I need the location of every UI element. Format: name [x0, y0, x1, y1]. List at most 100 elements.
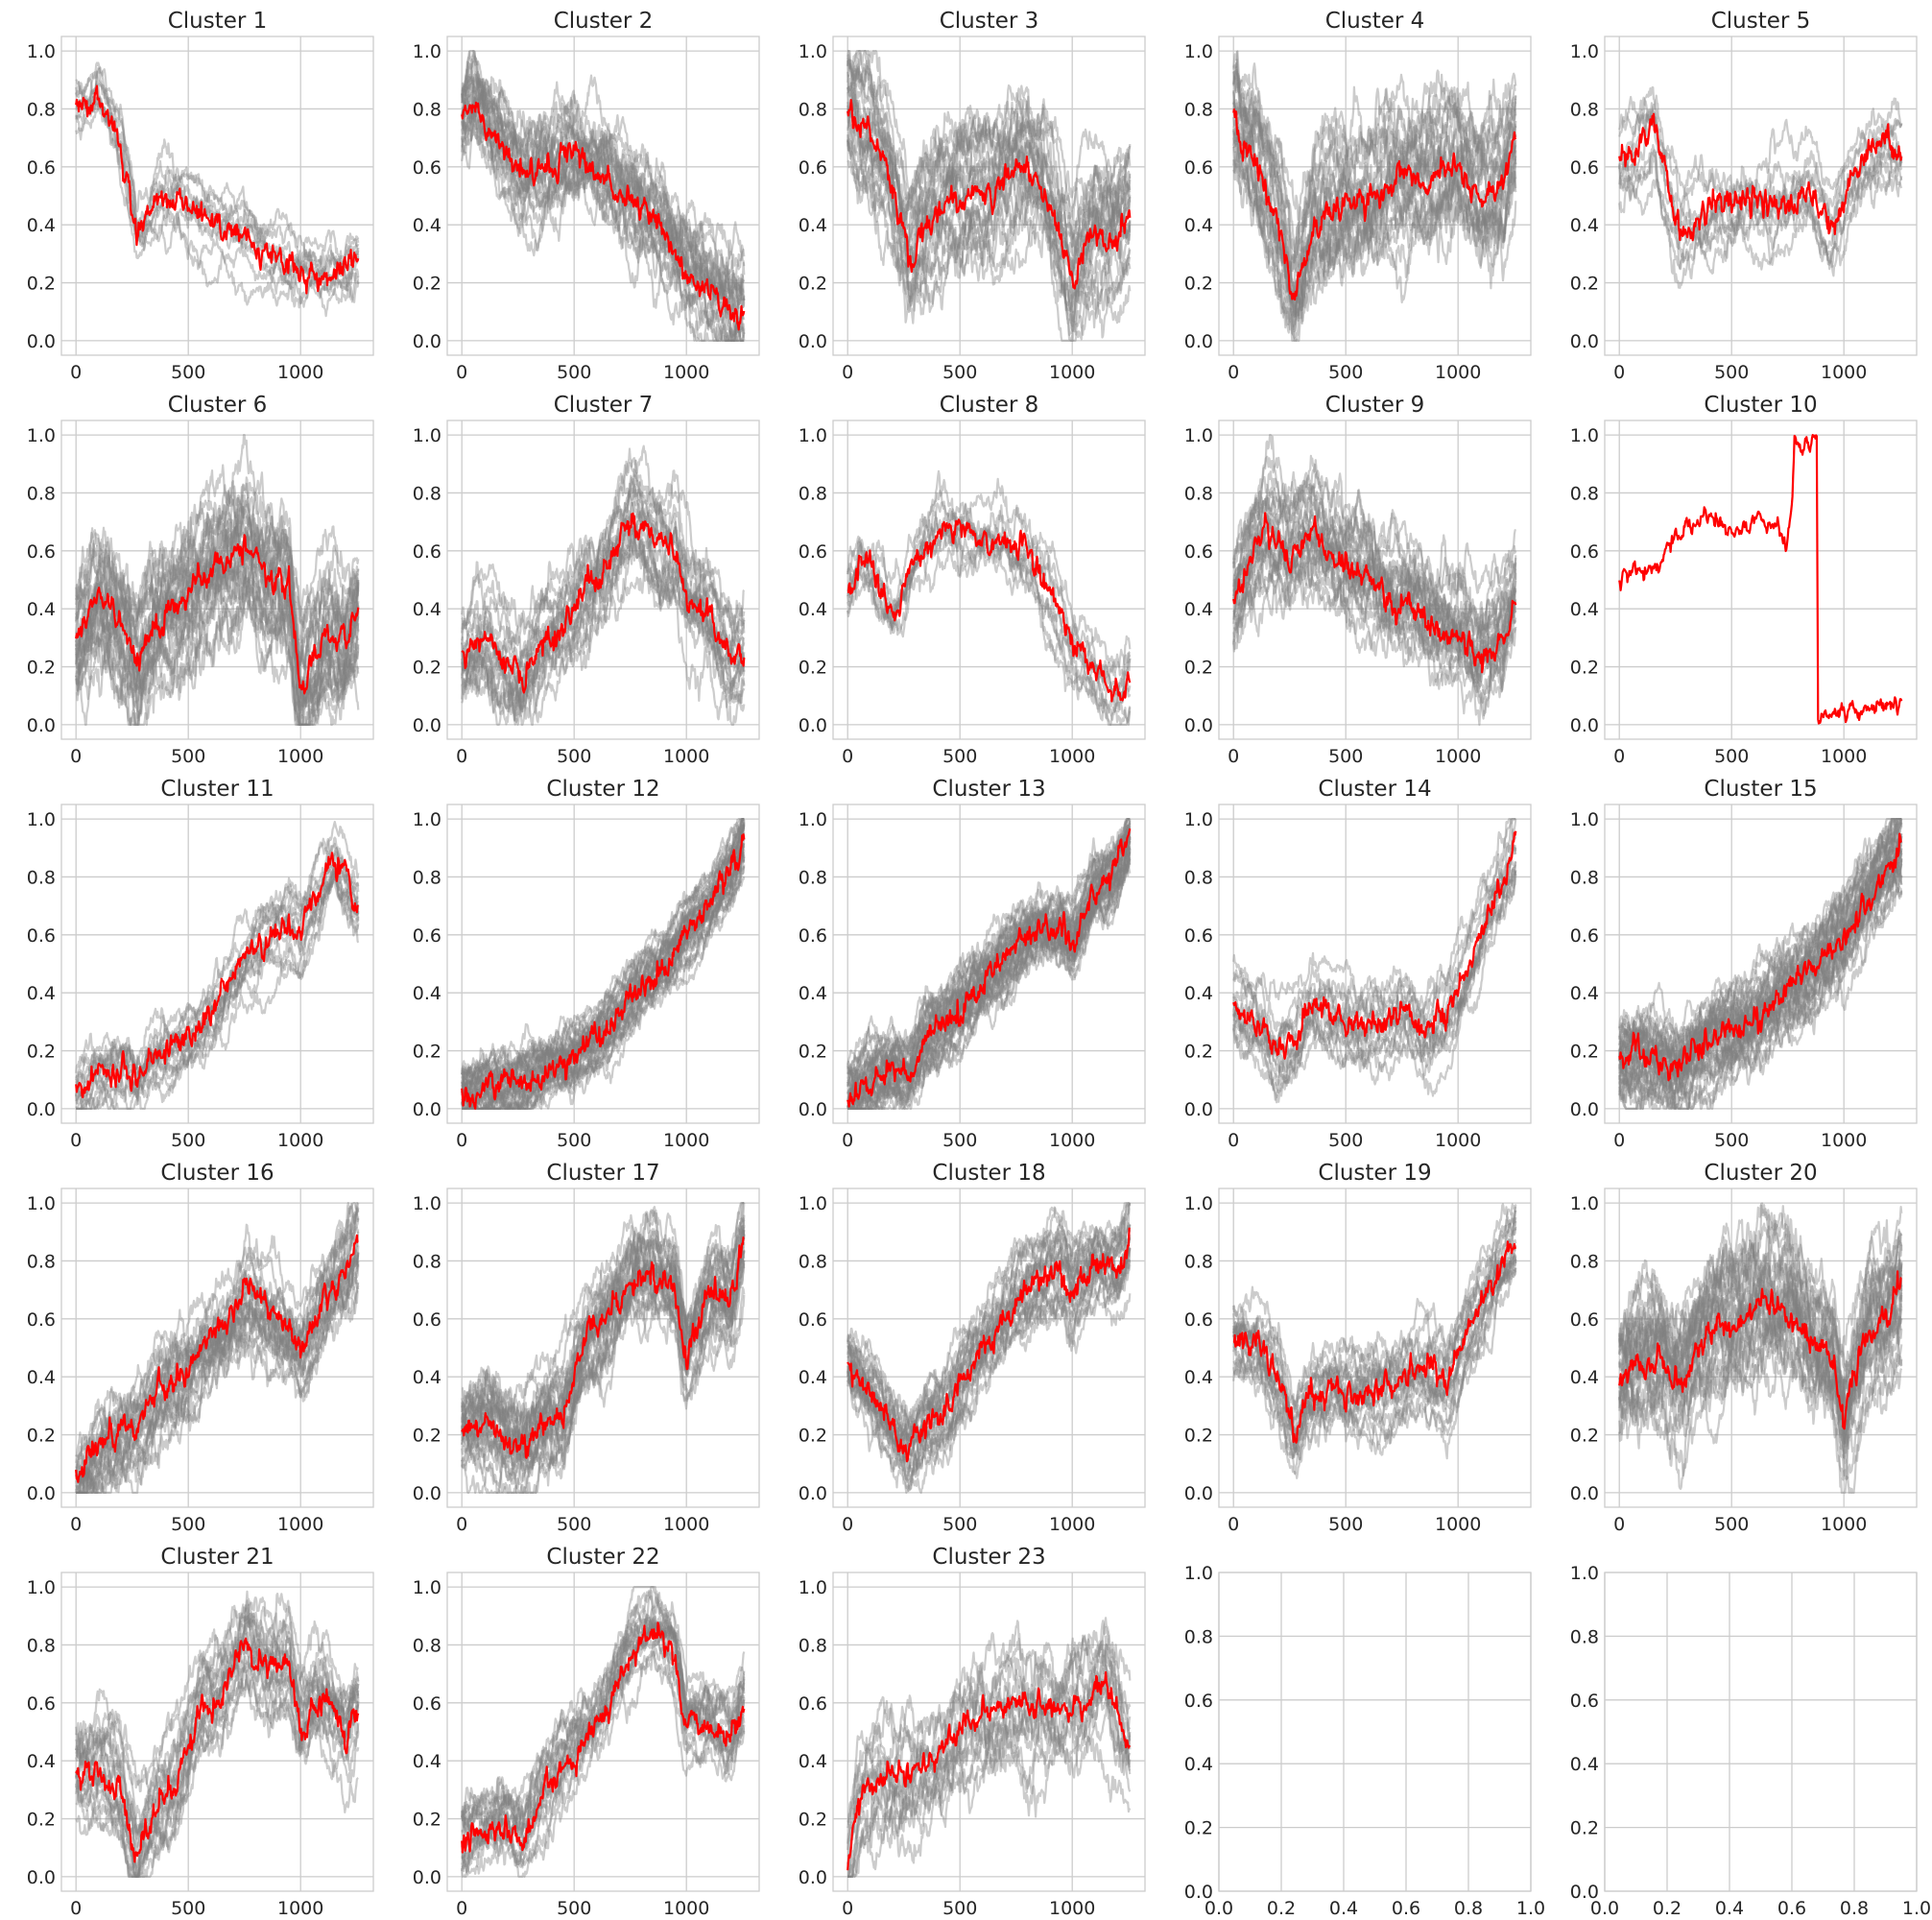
- x-tick-label: 0: [1228, 362, 1239, 383]
- member-series-line: [1618, 153, 1903, 280]
- y-tick-label: 1.0: [1570, 1193, 1599, 1214]
- y-tick-label: 0.4: [27, 1367, 56, 1388]
- y-tick-label: 1.0: [1184, 425, 1213, 446]
- x-tick-label: 0: [70, 1130, 82, 1151]
- member-series-line: [1232, 1267, 1517, 1456]
- x-tick-label: 0.6: [1777, 1898, 1806, 1919]
- member-series-line: [75, 541, 360, 727]
- panel-18: 0.0 0.2 0.4 0.6 0.8 1.0 0 500 1000 Cluster 18: [799, 1161, 1146, 1535]
- centroid-series-line: [75, 852, 360, 1099]
- member-series-line: [847, 119, 1131, 336]
- panel-title: Cluster 14: [1318, 777, 1431, 802]
- x-tick-label: 500: [942, 1898, 977, 1919]
- panel-title: Cluster 18: [932, 1161, 1045, 1186]
- panel-3: 0.0 0.2 0.4 0.6 0.8 1.0 0 500 1000 Cluster 3: [799, 9, 1146, 383]
- y-tick-label: 1.0: [27, 425, 56, 446]
- member-series-line: [1232, 61, 1517, 318]
- series-group: [75, 1590, 360, 1879]
- member-series-line: [847, 846, 1132, 1111]
- member-series-line: [847, 89, 1132, 313]
- y-tick-label: 0.2: [1570, 1042, 1599, 1063]
- member-series-line: [847, 1236, 1132, 1431]
- member-series-line: [1232, 51, 1517, 270]
- y-tick-label: 0.0: [1184, 1882, 1213, 1903]
- y-tick-label: 1.0: [799, 41, 827, 62]
- member-series-line: [461, 857, 746, 1111]
- member-series-line: [847, 1237, 1132, 1468]
- y-tick-label: 0.4: [799, 1367, 827, 1388]
- member-series-line: [461, 1201, 745, 1462]
- member-series-line: [461, 1640, 746, 1872]
- member-series-line: [1232, 75, 1517, 256]
- panel-7: 0.0 0.2 0.4 0.6 0.8 1.0 0 500 1000 Cluster 7: [413, 393, 760, 767]
- y-tick-label: 0.4: [1184, 1754, 1213, 1775]
- member-series-line: [461, 1213, 746, 1433]
- member-series-line: [1618, 817, 1902, 1062]
- member-series-line: [461, 824, 745, 1111]
- y-tick-label: 0.0: [413, 1867, 441, 1888]
- panel-5: 0.0 0.2 0.4 0.6 0.8 1.0 0 500 1000 Cluster 5: [1570, 9, 1918, 383]
- member-series-line: [1618, 1218, 1903, 1414]
- member-series-line: [1232, 151, 1517, 342]
- y-tick-label: 0.0: [413, 1099, 441, 1120]
- y-tick-label: 0.2: [413, 1042, 441, 1063]
- member-series-line: [461, 50, 746, 306]
- member-series-line: [1232, 71, 1517, 283]
- centroid-series-line: [847, 1670, 1132, 1871]
- member-series-line: [847, 82, 1132, 241]
- x-tick-label: 0.0: [1205, 1898, 1233, 1919]
- member-series-line: [461, 855, 746, 1111]
- member-series-line: [1618, 817, 1902, 1059]
- member-series-line: [75, 1612, 360, 1820]
- x-tick-label: 1000: [1821, 746, 1867, 767]
- plot-area: [832, 1572, 1146, 1892]
- x-tick-label: 500: [1714, 362, 1749, 383]
- member-series-line: [75, 877, 360, 1111]
- member-series-line: [75, 1234, 360, 1495]
- member-series-line: [1232, 817, 1516, 1059]
- member-series-line: [1232, 119, 1516, 317]
- y-tick-label: 0.4: [1184, 215, 1213, 236]
- member-series-line: [75, 546, 360, 727]
- member-series-line: [847, 1620, 1132, 1823]
- y-tick-label: 0.8: [799, 99, 827, 120]
- member-series-line: [75, 1263, 360, 1495]
- member-series-line: [1232, 871, 1517, 1082]
- member-series-line: [461, 1232, 746, 1442]
- member-series-line: [847, 140, 1132, 342]
- member-series-line: [461, 824, 746, 1093]
- member-series-line: [75, 1632, 360, 1879]
- y-tick-label: 0.6: [799, 157, 827, 179]
- panel-16: 0.0 0.2 0.4 0.6 0.8 1.0 0 500 1000 Cluster 16: [27, 1161, 374, 1535]
- member-series-line: [1618, 861, 1903, 1111]
- member-series-line: [1618, 836, 1903, 1111]
- member-series-line: [75, 579, 360, 727]
- member-series-line: [461, 518, 746, 710]
- member-series-line: [75, 575, 360, 727]
- member-series-line: [1618, 1212, 1903, 1394]
- centroid-series-line: [847, 518, 1132, 703]
- x-tick-label: 1000: [1049, 1130, 1095, 1151]
- y-tick-label: 0.0: [27, 1867, 56, 1888]
- x-tick-label: 500: [171, 1514, 205, 1535]
- panel-6: 0.0 0.2 0.4 0.6 0.8 1.0 0 500 1000 Cluster 6: [27, 393, 374, 767]
- panel-title: Cluster 11: [160, 777, 274, 802]
- member-series-line: [461, 817, 745, 1082]
- member-series-line: [1618, 845, 1903, 1111]
- member-series-line: [461, 818, 745, 1086]
- series-group: [1232, 434, 1517, 727]
- member-series-line: [461, 537, 746, 717]
- member-series-line: [847, 840, 1132, 1103]
- member-series-line: [461, 510, 746, 720]
- member-series-line: [75, 1607, 360, 1879]
- member-series-line: [1232, 818, 1517, 1026]
- y-tick-label: 0.8: [413, 867, 441, 888]
- series-group: [1232, 817, 1517, 1104]
- member-series-line: [461, 876, 746, 1111]
- y-tick-label: 0.0: [799, 715, 827, 736]
- y-tick-label: 0.8: [27, 483, 56, 504]
- member-series-line: [847, 820, 1132, 1066]
- x-tick-label: 500: [1328, 746, 1363, 767]
- member-series-line: [1618, 817, 1902, 1070]
- panel-24: 0.0 0.2 0.4 0.6 0.8 1.0 0.0 0.2 0.4 0.6 0.8 1.0: [1184, 1563, 1545, 1919]
